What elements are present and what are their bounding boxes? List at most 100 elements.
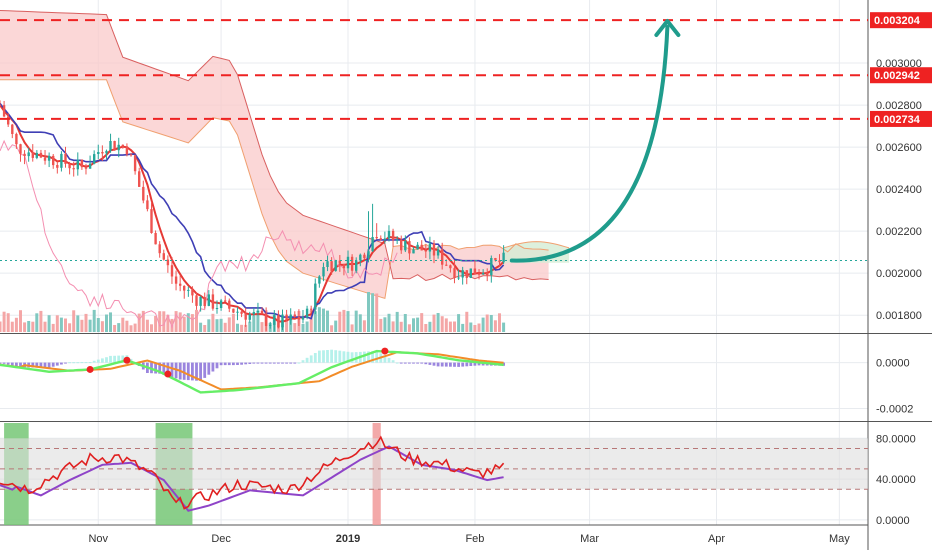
volume-bar [444, 318, 448, 332]
candle-body [297, 316, 301, 320]
candle-body [396, 239, 399, 241]
macd-histogram-bar [19, 362, 22, 368]
macd-histogram-bar [76, 362, 80, 364]
resistance-label-box [870, 12, 932, 29]
volume-bar [457, 314, 461, 332]
price-tick-label: 0.001800 [876, 310, 922, 322]
candle-body [35, 152, 38, 158]
volume-bar [178, 312, 182, 332]
volume-bar [59, 317, 63, 332]
macd-histogram-bar [215, 362, 219, 369]
candle-body [334, 260, 337, 271]
volume-bar [461, 323, 465, 332]
volume-bar [448, 321, 452, 332]
macd-histogram-bar [264, 362, 268, 364]
macd-histogram-bar [166, 362, 170, 376]
volume-bar [391, 321, 395, 332]
volume-bar [330, 325, 334, 332]
volume-bar [367, 292, 370, 332]
candle-body [101, 152, 104, 154]
volume-bar [473, 325, 477, 332]
candle-body [31, 152, 34, 158]
volume-bar [379, 318, 383, 332]
candle-body [154, 233, 157, 245]
macd-histogram-bar [432, 362, 436, 366]
macd-histogram-bar [469, 362, 473, 366]
candle-body [88, 163, 92, 169]
candle-body [326, 261, 329, 267]
volume-bar [485, 314, 489, 332]
candle-body [453, 268, 456, 278]
candle-body [404, 241, 407, 251]
candle-body [269, 324, 272, 326]
macd-histogram-bar [477, 362, 481, 366]
candle-body [64, 153, 67, 164]
candle-body [191, 289, 194, 296]
volume-bar [55, 315, 59, 332]
candle-body [43, 157, 47, 161]
time-tick-label: May [829, 533, 850, 545]
volume-bar [358, 314, 362, 332]
volume-bar [113, 325, 117, 332]
volume-bar [248, 321, 252, 332]
volume-bar [19, 310, 22, 332]
macd-histogram-bar [92, 360, 96, 363]
senkou-span-b [0, 10, 549, 282]
candle-body [97, 152, 100, 154]
macd-histogram-bar [232, 362, 235, 366]
macd-histogram-bar [170, 362, 174, 378]
volume-bar [407, 324, 411, 332]
volume-bar [23, 322, 27, 332]
macd-histogram-bar [260, 362, 264, 364]
volume-bar [92, 309, 96, 332]
candle-body [84, 167, 88, 169]
macd-histogram-bar [223, 362, 227, 366]
time-tick-label: Dec [211, 533, 231, 545]
rsi-tick-label: 40.0000 [876, 474, 916, 486]
macd-histogram-bar [420, 362, 424, 364]
macd-histogram-bar [363, 351, 366, 363]
volume-bar [322, 308, 325, 332]
volume-bar [2, 311, 6, 332]
resistance-label: 0.002734 [874, 114, 921, 126]
candle-body [314, 283, 317, 310]
volume-bar [72, 310, 76, 332]
candle-body [498, 260, 501, 263]
candle-body [436, 249, 440, 256]
rsi-pane [0, 435, 505, 512]
volume-bar [174, 311, 178, 332]
volume-bar [252, 315, 256, 332]
projection-arrowhead [654, 19, 681, 38]
macd-histogram-bar [453, 362, 456, 367]
candle-body [342, 263, 346, 269]
volume-bar [35, 313, 39, 332]
volume-bar [493, 320, 497, 332]
volume-bar [166, 314, 170, 332]
time-tick-label: 2019 [336, 533, 360, 545]
macd-histogram-bar [158, 362, 162, 374]
macd-histogram-bar [47, 362, 51, 368]
volume-bar [100, 321, 104, 332]
volume-bar [207, 319, 211, 332]
macd-histogram-bar [113, 355, 116, 363]
candle-body [350, 256, 354, 271]
candle-body [305, 308, 309, 318]
volume-bar [162, 311, 166, 332]
volume-bar [195, 309, 198, 332]
candle-body [187, 289, 190, 291]
macd-histogram-bar [293, 362, 297, 364]
macd-histogram-bar [391, 360, 395, 363]
candle-body [170, 265, 174, 277]
macd-histogram-bar [207, 362, 211, 375]
time-tick-label: Feb [465, 533, 484, 545]
candle-body [252, 312, 255, 315]
volume-bar [199, 322, 203, 332]
volume-bar [31, 321, 35, 332]
candle-body [240, 311, 243, 314]
candle-body [391, 230, 395, 241]
volume-bar [285, 319, 289, 332]
candle-body [449, 265, 452, 269]
rsi-signal-line [0, 445, 504, 512]
candle-body [318, 276, 321, 284]
volume-bar [313, 311, 317, 332]
